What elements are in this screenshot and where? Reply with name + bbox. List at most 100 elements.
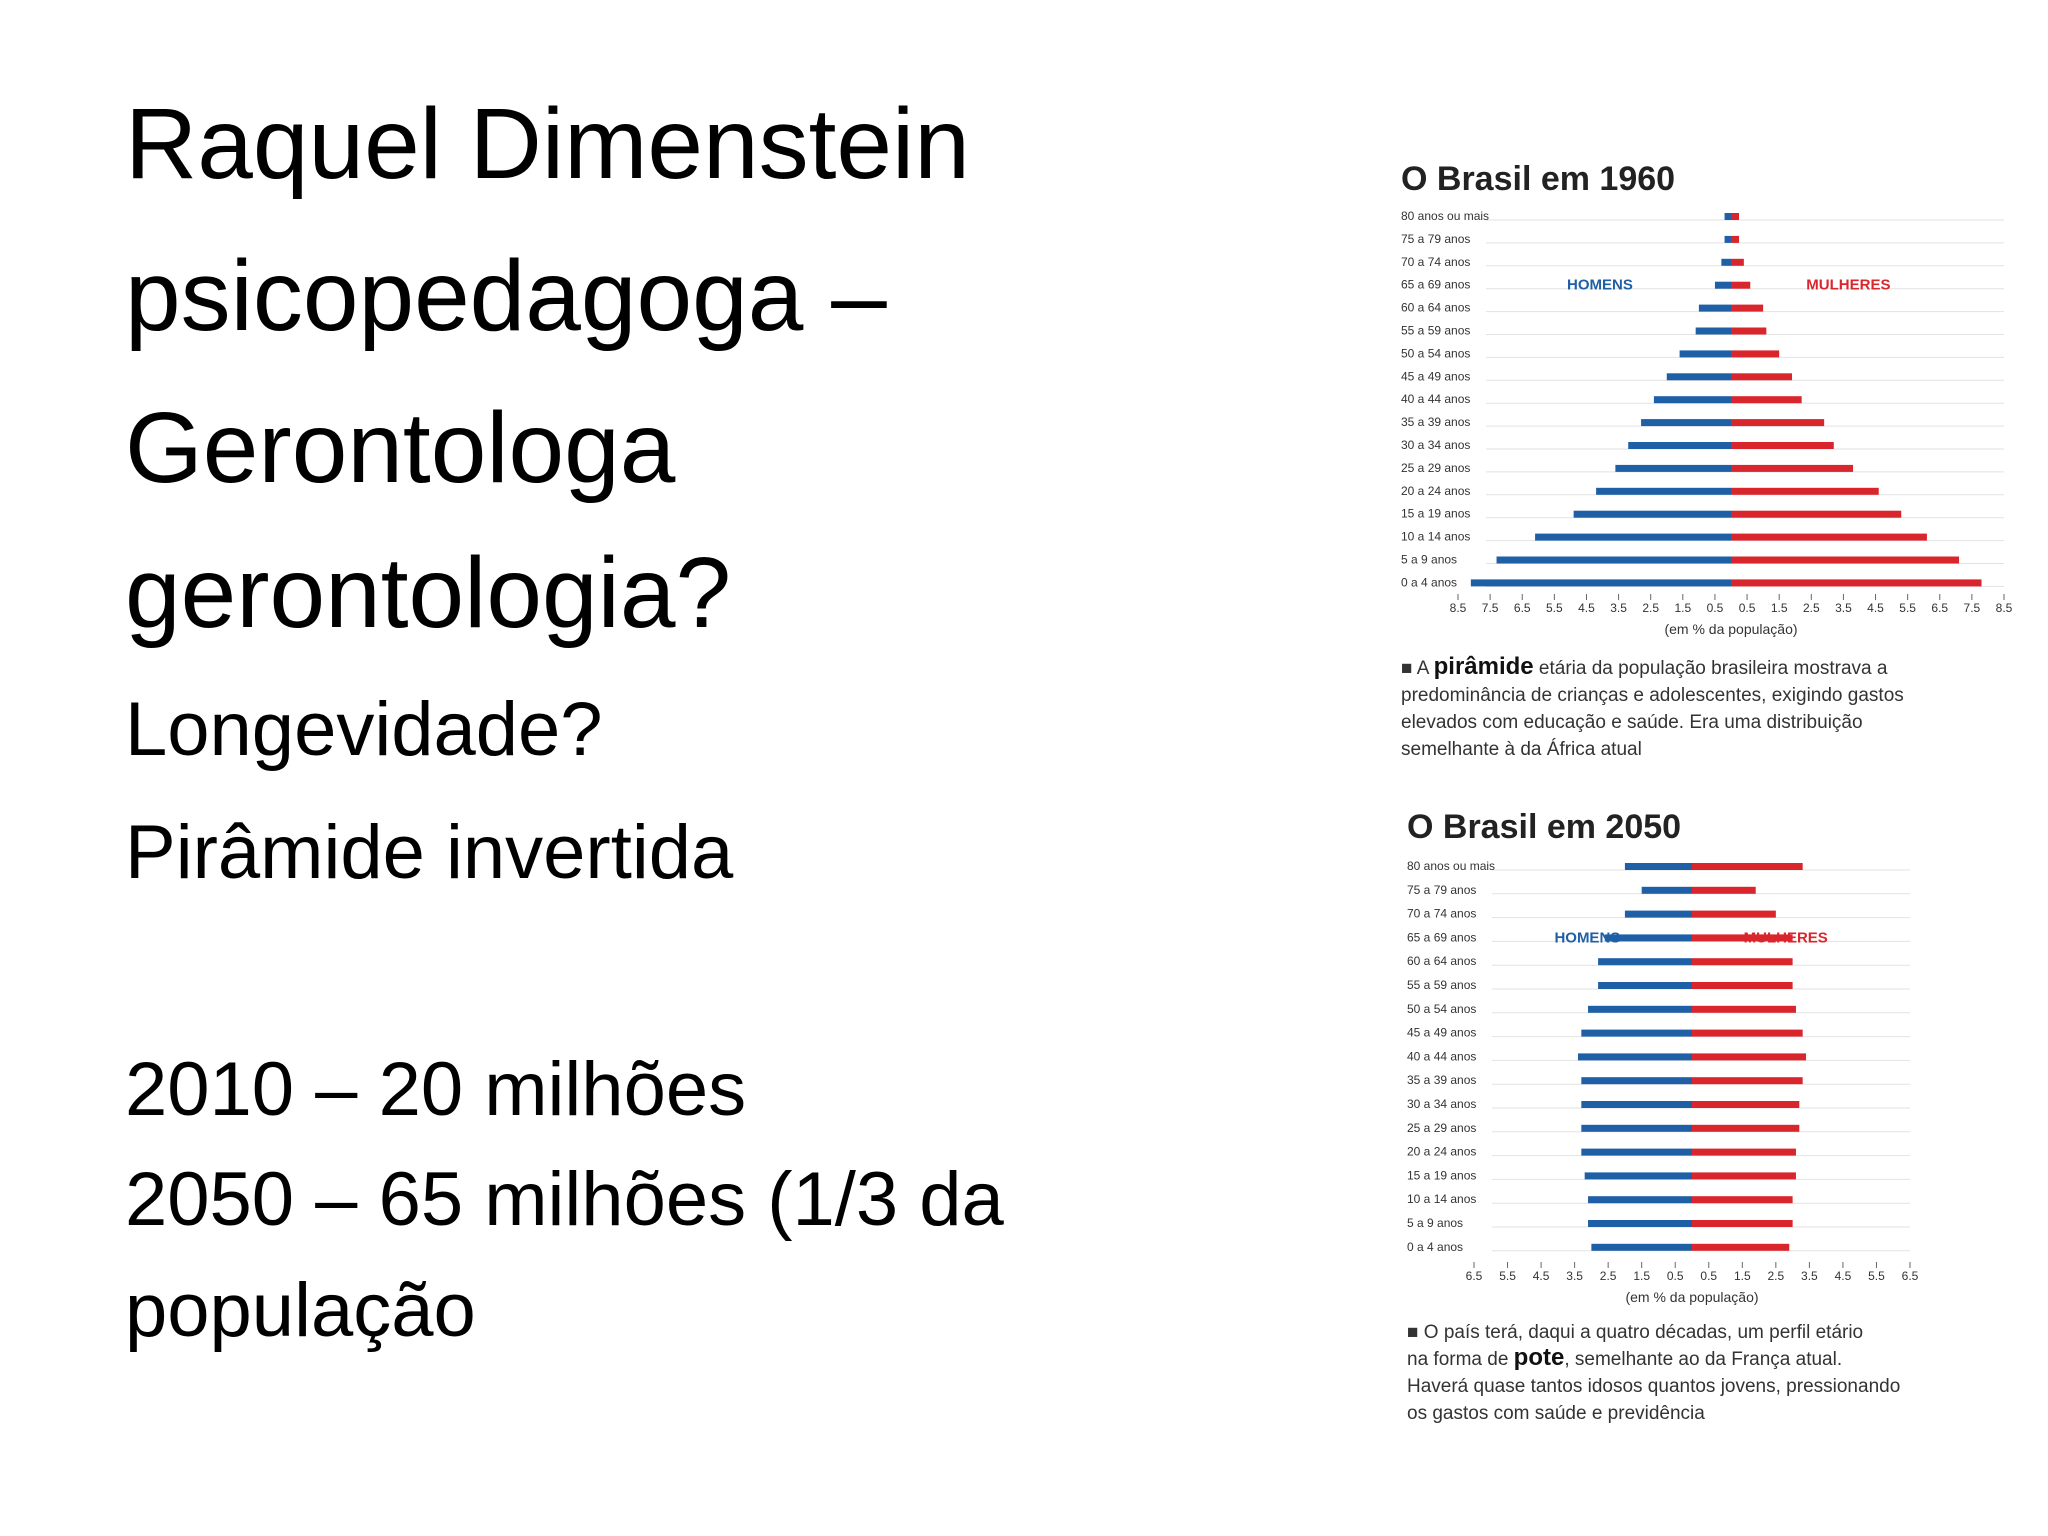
x-tick-label: 5.5: [1899, 601, 1916, 615]
legend-label: MULHERES: [1806, 277, 1890, 294]
bar: [1724, 235, 1731, 243]
bar: [1581, 1077, 1692, 1085]
bar: [1731, 556, 1960, 564]
category-label: 65 a 69 anos: [1401, 278, 1470, 292]
bar: [1731, 258, 1744, 266]
x-tick-label: 6.5: [1466, 1269, 1483, 1283]
bar: [1641, 886, 1692, 894]
x-tick-label: 2.5: [1600, 1269, 1617, 1283]
bar: [1692, 1220, 1793, 1227]
slide-line: Longevidade?: [125, 687, 603, 772]
category-label: 75 a 79 anos: [1401, 232, 1470, 246]
caption-line: semelhante à da África atual: [1401, 739, 1642, 760]
caption-text: elevados com educação e saúde. Era uma d…: [1401, 712, 1863, 733]
x-tick-label: 3.5: [1801, 1269, 1818, 1283]
category-label: 10 a 14 anos: [1401, 530, 1470, 544]
x-tick-label: 6.5: [1514, 601, 1531, 615]
bar: [1692, 1124, 1800, 1132]
x-tick-label: 8.5: [1450, 601, 1467, 615]
x-tick-label: 2.5: [1642, 601, 1659, 615]
caption-line: ■ A pirâmide etária da população brasile…: [1401, 653, 1888, 680]
bar: [1692, 934, 1793, 942]
bar: [1724, 213, 1731, 220]
bar: [1581, 1148, 1692, 1156]
x-tick-label: 7.5: [1482, 601, 1499, 615]
bar: [1731, 213, 1740, 220]
caption-line: elevados com educação e saúde. Era uma d…: [1401, 712, 1863, 733]
caption-text: os gastos com saúde e previdência: [1407, 1403, 1705, 1424]
bar: [1692, 1029, 1803, 1037]
category-label: 45 a 49 anos: [1407, 1026, 1476, 1040]
category-label: 55 a 59 anos: [1407, 978, 1476, 992]
bar: [1692, 863, 1803, 870]
chart-title: O Brasil em 2050: [1407, 808, 1681, 846]
category-label: 70 a 74 anos: [1407, 907, 1476, 921]
bar: [1731, 419, 1825, 427]
category-label: 75 a 79 anos: [1407, 883, 1476, 897]
slide-line: gerontologia?: [125, 537, 731, 649]
bar: [1692, 1172, 1796, 1180]
category-label: 40 a 44 anos: [1401, 392, 1470, 406]
x-tick-label: 6.5: [1931, 601, 1948, 615]
bar: [1577, 1053, 1692, 1061]
bar: [1624, 863, 1692, 870]
category-label: 0 a 4 anos: [1407, 1240, 1463, 1254]
bar: [1588, 1220, 1692, 1227]
category-label: 45 a 49 anos: [1401, 369, 1470, 383]
category-label: 55 a 59 anos: [1401, 324, 1470, 338]
legend-label: HOMENS: [1554, 929, 1620, 946]
bar: [1628, 442, 1731, 449]
x-tick-label: 5.5: [1546, 601, 1563, 615]
caption-line: Haverá quase tantos idosos quantos joven…: [1407, 1376, 1900, 1397]
legend-label: HOMENS: [1567, 277, 1633, 294]
x-tick-label: 0.5: [1707, 601, 1724, 615]
slide-line: Pirâmide invertida: [125, 810, 734, 895]
caption-text: pote: [1514, 1344, 1565, 1371]
axis-label: (em % da população): [1625, 1289, 1758, 1305]
slide-line: 2050 – 65 milhões (1/3 da: [125, 1157, 1005, 1242]
slide-line: Raquel Dimenstein: [125, 88, 970, 200]
category-label: 25 a 29 anos: [1401, 461, 1470, 475]
bar: [1470, 579, 1731, 587]
caption-text: predominância de crianças e adolescentes…: [1401, 685, 1904, 706]
x-tick-label: 3.5: [1835, 601, 1852, 615]
bar: [1604, 934, 1692, 942]
bar: [1731, 327, 1767, 335]
x-tick-label: 2.5: [1803, 601, 1820, 615]
category-label: 40 a 44 anos: [1407, 1049, 1476, 1063]
category-label: 5 a 9 anos: [1401, 553, 1457, 567]
bar: [1731, 350, 1780, 358]
category-label: 50 a 54 anos: [1407, 1002, 1476, 1016]
category-label: 0 a 4 anos: [1401, 575, 1457, 589]
bar: [1714, 281, 1731, 289]
caption-text: semelhante à da África atual: [1401, 739, 1642, 760]
caption-line: os gastos com saúde e previdência: [1407, 1403, 1705, 1424]
bar: [1581, 1124, 1692, 1132]
bar: [1721, 258, 1731, 266]
bar: [1598, 958, 1692, 966]
caption-text: ■ O país terá, daqui a quatro décadas, u…: [1407, 1322, 1863, 1343]
category-label: 80 anos ou mais: [1407, 859, 1495, 873]
bar: [1731, 373, 1793, 381]
x-tick-label: 0.5: [1700, 1269, 1717, 1283]
bar: [1588, 1196, 1692, 1204]
caption-text: pirâmide: [1434, 653, 1534, 680]
bar: [1692, 1243, 1790, 1251]
category-label: 15 a 19 anos: [1407, 1168, 1476, 1182]
bar: [1731, 304, 1764, 312]
bar: [1692, 958, 1793, 966]
bar: [1573, 510, 1731, 518]
x-tick-label: 5.5: [1868, 1269, 1885, 1283]
x-tick-label: 4.5: [1533, 1269, 1550, 1283]
caption-line: ■ O país terá, daqui a quatro décadas, u…: [1407, 1322, 1863, 1343]
bar: [1641, 419, 1731, 427]
x-tick-label: 0.5: [1739, 601, 1756, 615]
caption-text: ■ A: [1401, 658, 1434, 679]
caption-line: na forma de pote, semelhante ao da Franç…: [1407, 1344, 1842, 1371]
chart-title: O Brasil em 1960: [1401, 160, 1675, 198]
bar: [1666, 373, 1731, 381]
category-label: 5 a 9 anos: [1407, 1216, 1463, 1230]
category-label: 20 a 24 anos: [1401, 484, 1470, 498]
bar: [1692, 1053, 1807, 1061]
